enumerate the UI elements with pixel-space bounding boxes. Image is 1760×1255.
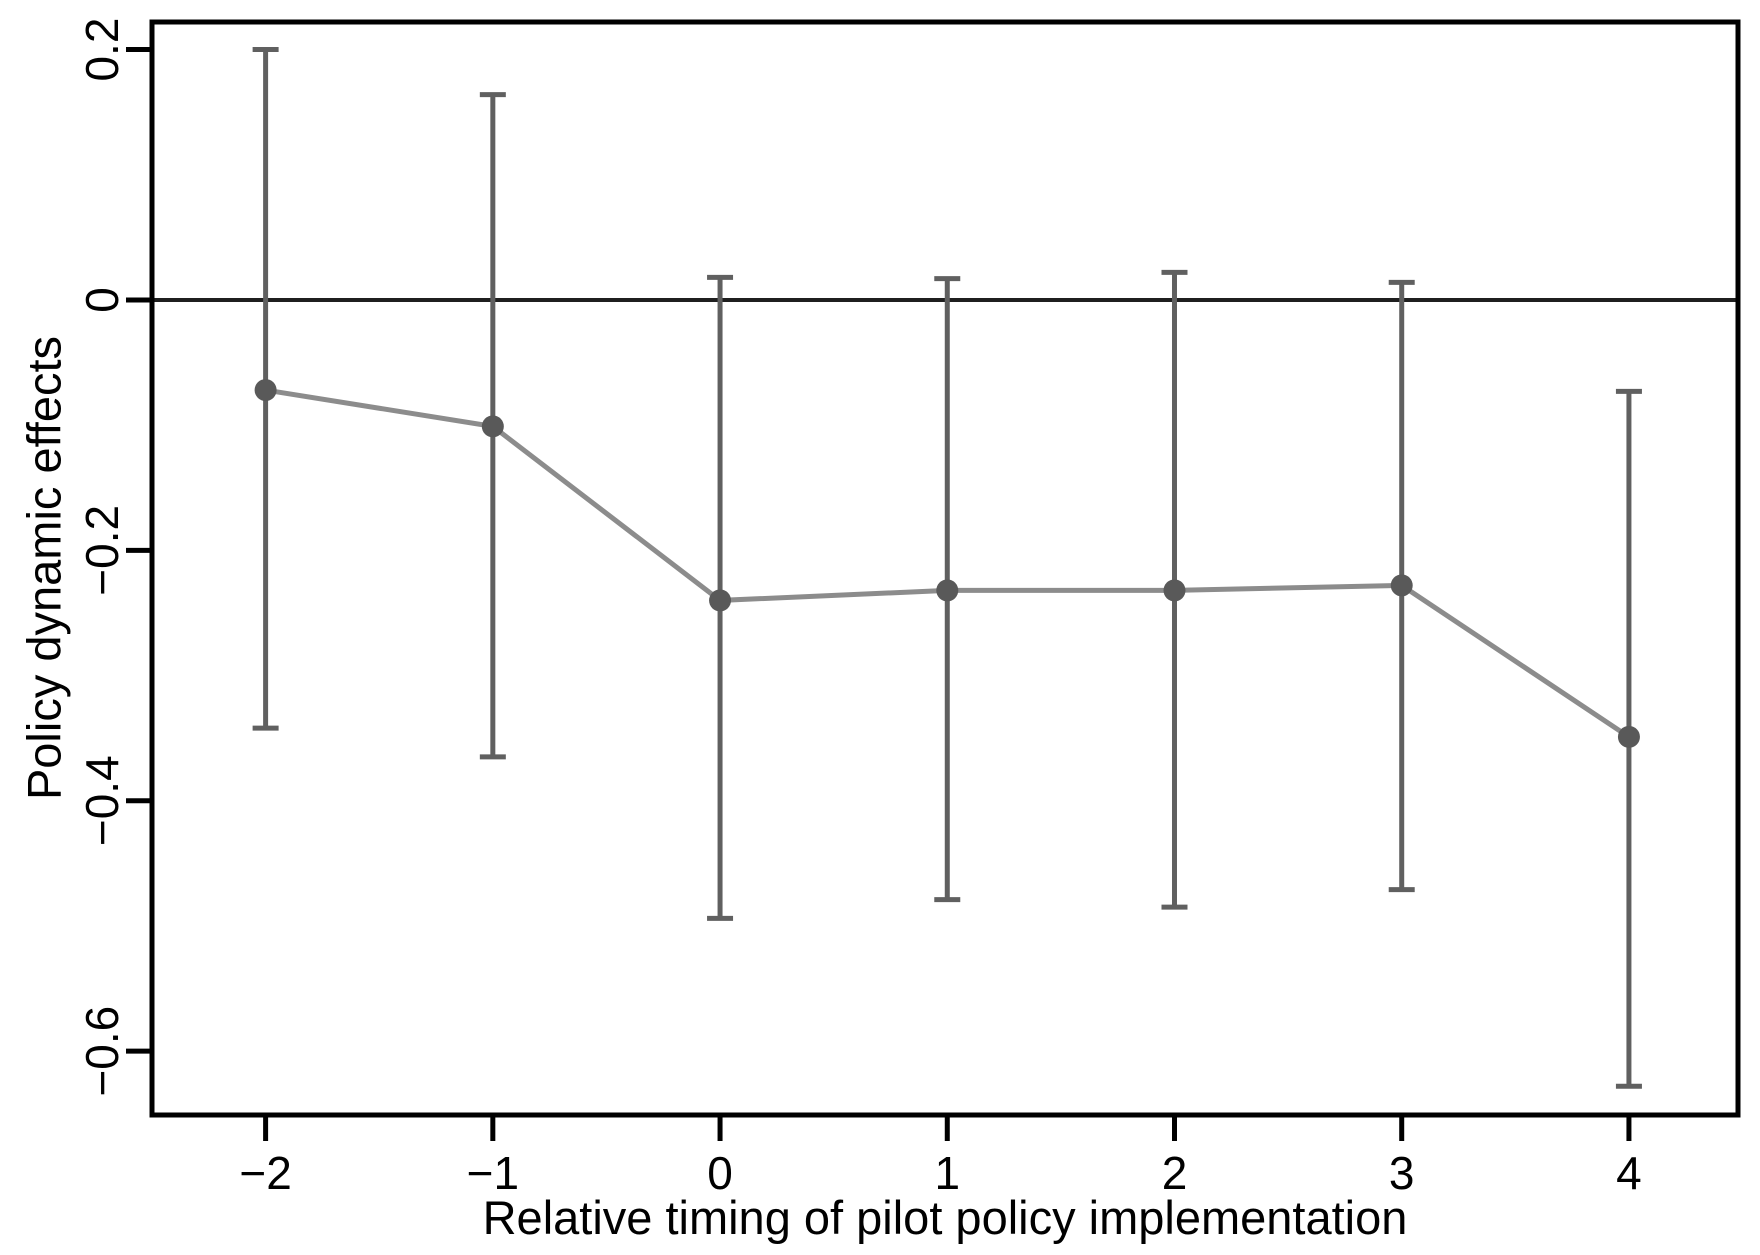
y-tick-label: −0.4: [76, 755, 128, 846]
data-point: [1617, 725, 1640, 748]
y-axis-title: Policy dynamic effects: [17, 335, 71, 801]
data-point: [1390, 574, 1413, 597]
y-tick-label: −0.6: [76, 1006, 128, 1097]
y-tick-label: 0.2: [76, 18, 128, 82]
x-tick-label: 3: [1389, 1147, 1415, 1199]
x-axis-title: Relative timing of pilot policy implemen…: [482, 1191, 1408, 1244]
x-tick-label: 4: [1616, 1147, 1642, 1199]
y-tick-label: 0: [76, 287, 128, 313]
x-tick-label: −1: [467, 1147, 519, 1199]
y-tick-label: −0.2: [76, 505, 128, 596]
x-tick-label: 2: [1162, 1147, 1188, 1199]
data-point: [1163, 579, 1186, 602]
data-point: [709, 589, 732, 612]
data-point: [936, 579, 959, 602]
data-point: [481, 415, 504, 438]
x-tick-label: 1: [934, 1147, 960, 1199]
x-tick-label: 0: [707, 1147, 733, 1199]
data-point: [254, 379, 277, 402]
x-tick-label: −2: [239, 1147, 291, 1199]
